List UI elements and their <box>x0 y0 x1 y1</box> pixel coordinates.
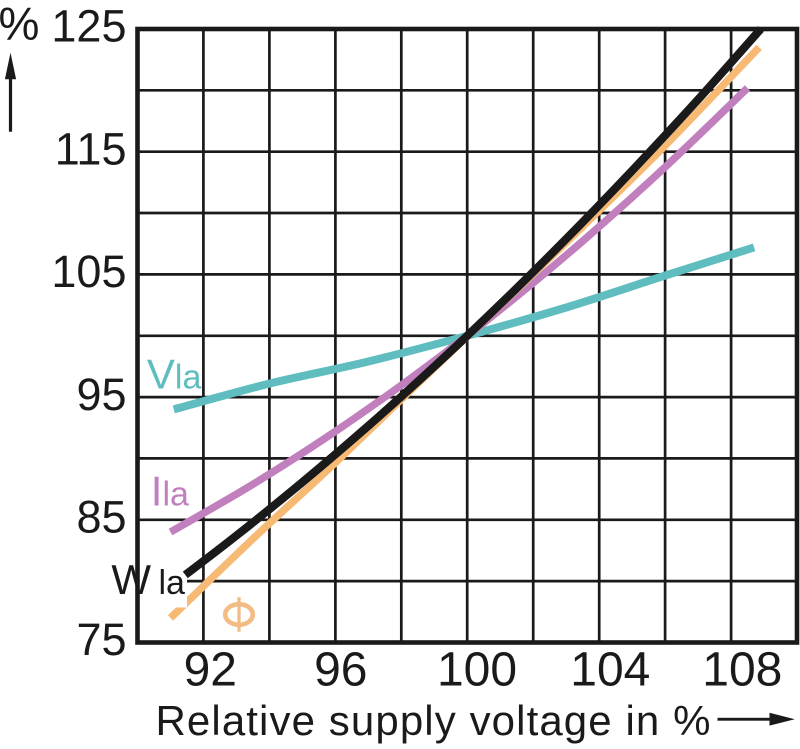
svg-text:Ila: Ila <box>151 468 189 515</box>
svg-text:104: 104 <box>570 644 650 697</box>
svg-text:Vla: Vla <box>147 351 202 398</box>
svg-text:92: 92 <box>184 644 237 697</box>
svg-text:Relative supply voltage in %: Relative supply voltage in % <box>156 697 712 744</box>
svg-text:75: 75 <box>76 614 126 665</box>
svg-text:Wla: Wla <box>111 556 185 603</box>
svg-text:%: % <box>0 0 39 50</box>
svg-text:115: 115 <box>55 123 127 174</box>
svg-text:105: 105 <box>51 246 126 297</box>
svg-text:108: 108 <box>702 644 782 697</box>
svg-text:96: 96 <box>314 644 367 697</box>
svg-text:95: 95 <box>76 369 126 420</box>
svg-text:85: 85 <box>76 492 126 543</box>
svg-text:125: 125 <box>51 1 126 52</box>
svg-text:100: 100 <box>437 644 517 697</box>
